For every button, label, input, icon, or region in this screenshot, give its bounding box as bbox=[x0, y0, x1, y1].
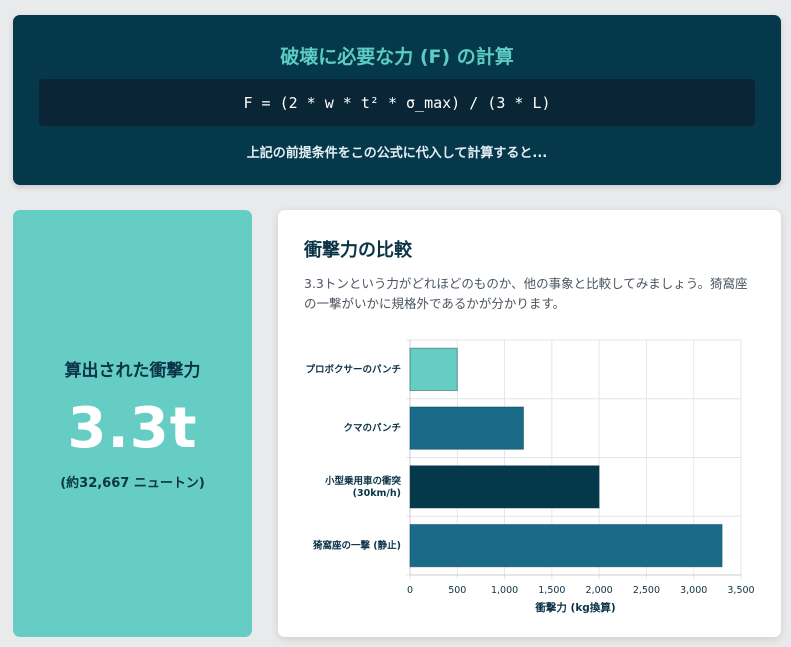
category-label: 小型乗用車の衝突(30km/h) bbox=[324, 475, 402, 499]
result-newtons: (約32,667 ニュートン) bbox=[60, 476, 205, 491]
bar bbox=[409, 523, 723, 568]
x-tick-label: 1,000 bbox=[491, 585, 518, 596]
x-tick-label: 500 bbox=[448, 585, 466, 596]
formula-card: 破壊に必要な力 (F) の計算 F = (2 * w * t² * σ_max)… bbox=[13, 15, 781, 185]
comparison-card: 衝撃力の比較 3.3トンという力がどれほどのものか、他の事象と比較してみましょう… bbox=[278, 210, 781, 637]
category-label: クマのパンチ bbox=[344, 422, 401, 434]
bar bbox=[409, 465, 600, 509]
bar bbox=[409, 347, 458, 392]
comparison-description: 3.3トンという力がどれほどのものか、他の事象と比較してみましょう。猗窩座の一撃… bbox=[304, 276, 748, 311]
x-tick-label: 0 bbox=[407, 585, 413, 596]
category-label: 猗窩座の一撃 (静止) bbox=[313, 540, 401, 552]
result-label: 算出された衝撃力 bbox=[64, 361, 201, 381]
x-tick-label: 2,500 bbox=[633, 585, 660, 596]
bar bbox=[409, 406, 524, 450]
x-tick-label: 3,000 bbox=[680, 585, 707, 596]
formula-expression: F = (2 * w * t² * σ_max) / (3 * L) bbox=[39, 79, 755, 126]
x-tick-label: 2,000 bbox=[586, 585, 613, 596]
x-tick-label: 3,500 bbox=[727, 585, 754, 596]
x-tick-label: 1,500 bbox=[538, 585, 565, 596]
formula-note: 上記の前提条件をこの公式に代入して計算すると... bbox=[246, 146, 548, 161]
formula-title: 破壊に必要な力 (F) の計算 bbox=[280, 46, 514, 68]
category-label: プロボクサーのパンチ bbox=[306, 363, 401, 375]
result-value: 3.3t bbox=[67, 396, 198, 461]
result-card: 算出された衝撃力 3.3t (約32,667 ニュートン) bbox=[13, 210, 252, 637]
comparison-title: 衝撃力の比較 bbox=[304, 240, 412, 261]
x-axis-title: 衝撃力 (kg換算) bbox=[534, 601, 615, 614]
